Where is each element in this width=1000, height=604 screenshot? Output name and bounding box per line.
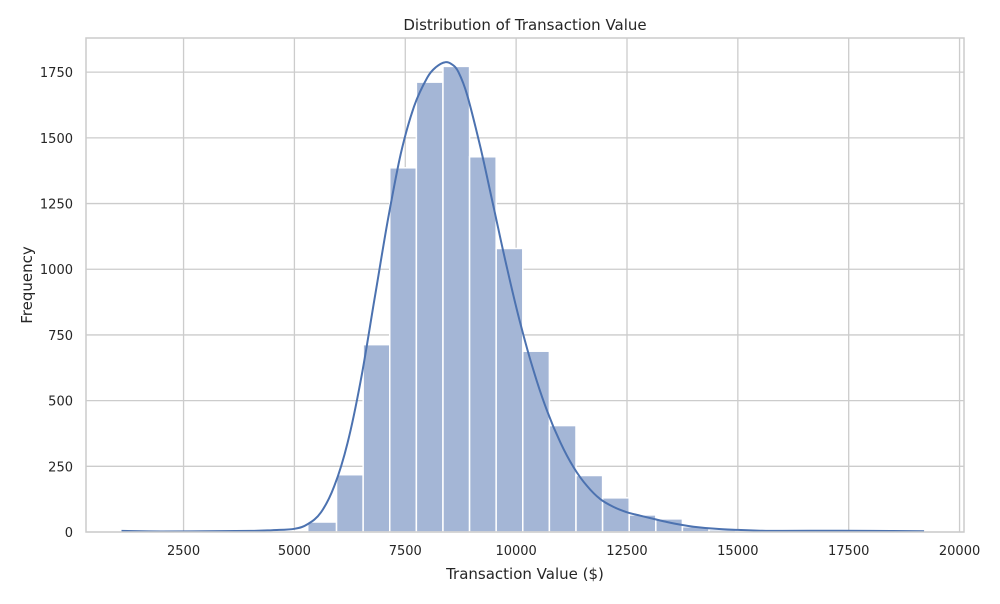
histogram-bar — [576, 476, 603, 532]
x-tick-label: 2500 — [167, 544, 200, 559]
x-tick-labels: 2500 5000 7500 10000 12500 15000 17500 20000 — [167, 544, 980, 559]
histogram-bar — [337, 475, 364, 532]
histogram-bar — [308, 522, 337, 532]
histogram-bar — [390, 168, 417, 532]
x-tick-label: 7500 — [389, 544, 422, 559]
x-tick-label: 17500 — [828, 544, 869, 559]
y-tick-label: 500 — [48, 395, 73, 410]
y-tick-label: 1500 — [40, 132, 73, 147]
chart-title: Distribution of Transaction Value — [403, 16, 646, 34]
y-axis-title: Frequency — [18, 246, 36, 324]
histogram-bars — [121, 66, 924, 532]
x-tick-label: 10000 — [495, 544, 536, 559]
y-tick-label: 0 — [65, 526, 73, 541]
y-tick-labels: 0 250 500 750 1000 1250 1500 1750 — [40, 66, 73, 541]
histogram-bar — [443, 66, 470, 532]
y-tick-label: 750 — [48, 329, 73, 344]
x-tick-label: 5000 — [278, 544, 311, 559]
y-tick-label: 250 — [48, 460, 73, 475]
histogram-bar — [416, 82, 443, 532]
histogram-bar — [496, 248, 523, 532]
histogram-bar — [363, 345, 390, 532]
x-tick-label: 20000 — [939, 544, 980, 559]
x-tick-label: 12500 — [606, 544, 647, 559]
y-tick-label: 1750 — [40, 66, 73, 81]
x-axis-title: Transaction Value ($) — [445, 565, 604, 583]
histogram-bar — [549, 426, 576, 532]
histogram-bar — [470, 157, 497, 532]
y-tick-label: 1250 — [40, 198, 73, 213]
y-tick-label: 1000 — [40, 263, 73, 278]
x-tick-label: 15000 — [717, 544, 758, 559]
